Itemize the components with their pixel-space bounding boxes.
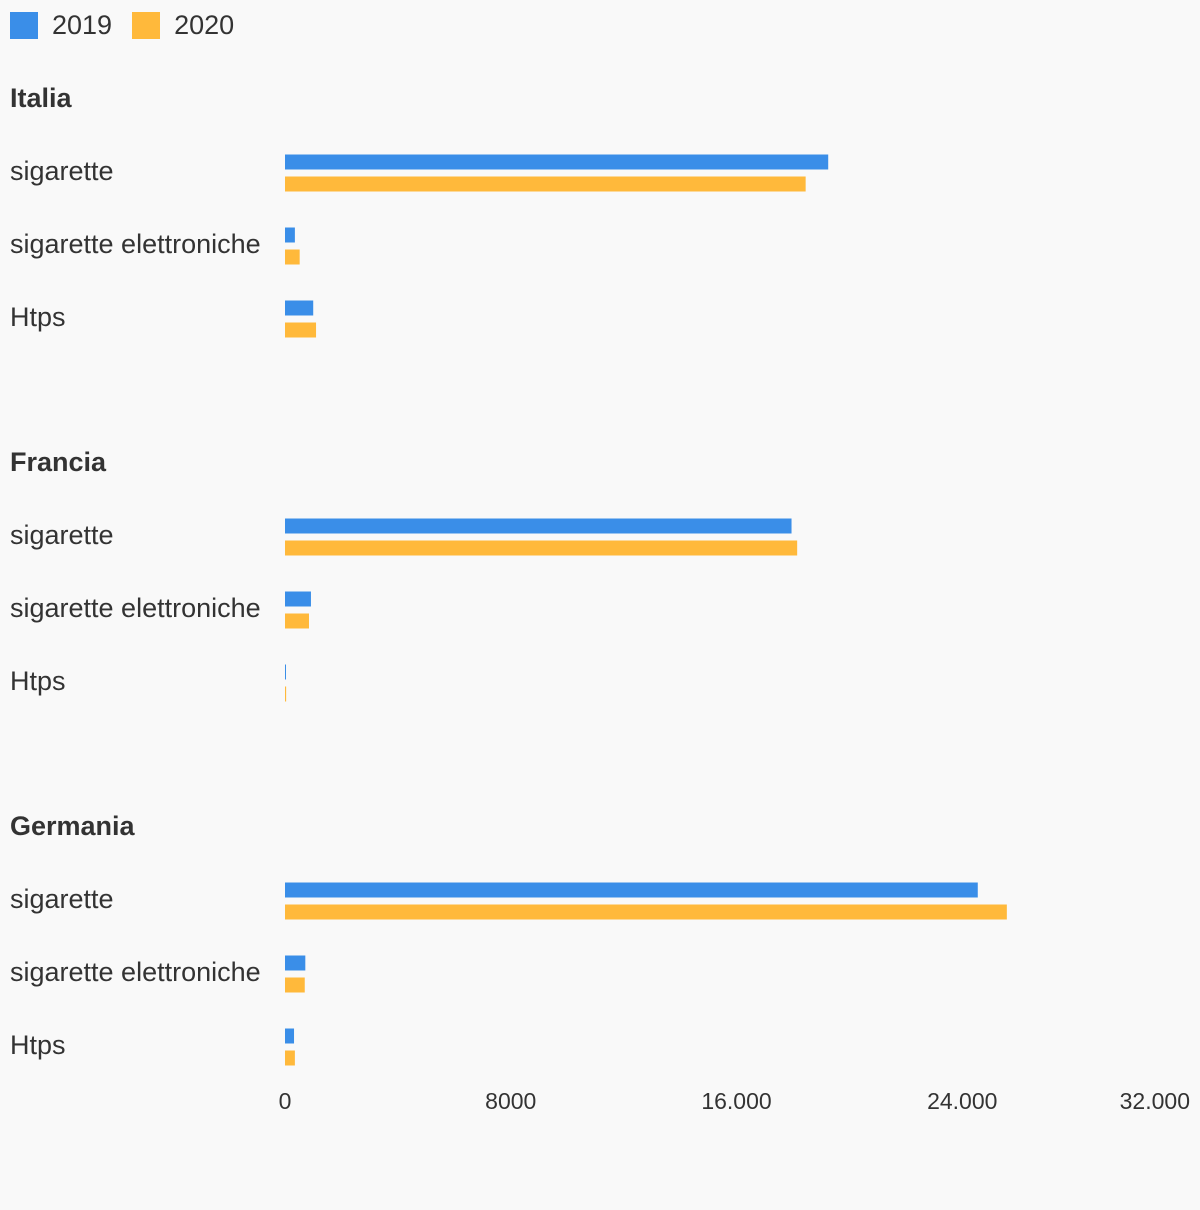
bar-francia-sigarette-2020[interactable] <box>285 540 798 556</box>
group-title-germania: Germania <box>10 811 136 841</box>
category-label-sigarette: sigarette <box>10 520 114 550</box>
x-tick-label-8000: 8000 <box>485 1088 536 1114</box>
bar-germania-sigarette-2020[interactable] <box>285 904 1007 920</box>
bar-francia-sigarette-elettroniche-2019[interactable] <box>285 591 311 607</box>
bar-francia-htps-2019[interactable] <box>285 664 286 680</box>
bar-germania-htps-2019[interactable] <box>285 1028 295 1044</box>
bar-germania-htps-2020[interactable] <box>285 1050 295 1066</box>
bar-italia-htps-2019[interactable] <box>285 300 314 316</box>
x-tick-label-16000: 16.000 <box>701 1088 771 1114</box>
legend-swatch-2019 <box>10 11 38 39</box>
legend: 2019 2020 <box>10 10 254 40</box>
x-tick-label-24000: 24.000 <box>927 1088 997 1114</box>
category-label-sigarette-elettroniche: sigarette elettroniche <box>10 957 261 987</box>
legend-item-2019[interactable]: 2019 <box>10 10 112 41</box>
x-tick-label-32000: 32.000 <box>1120 1088 1190 1114</box>
legend-item-2020[interactable]: 2020 <box>132 10 234 41</box>
category-label-sigarette-elettroniche: sigarette elettroniche <box>10 593 261 623</box>
bar-italia-htps-2020[interactable] <box>285 322 317 338</box>
bar-italia-sigarette-elettroniche-2020[interactable] <box>285 249 300 265</box>
x-tick-label-0: 0 <box>279 1088 292 1114</box>
legend-label-2020: 2020 <box>174 9 235 40</box>
bar-germania-sigarette-elettroniche-2019[interactable] <box>285 955 306 971</box>
bar-italia-sigarette-2019[interactable] <box>285 154 829 170</box>
legend-label-2019: 2019 <box>52 9 113 40</box>
category-label-htps: Htps <box>10 302 66 332</box>
category-label-sigarette: sigarette <box>10 156 114 186</box>
bar-francia-htps-2020[interactable] <box>285 686 287 702</box>
bar-francia-sigarette-elettroniche-2020[interactable] <box>285 613 309 629</box>
group-title-italia: Italia <box>10 83 73 113</box>
bar-francia-sigarette-2019[interactable] <box>285 518 792 534</box>
category-label-sigarette-elettroniche: sigarette elettroniche <box>10 229 261 259</box>
bar-germania-sigarette-elettroniche-2020[interactable] <box>285 977 305 993</box>
bar-italia-sigarette-elettroniche-2019[interactable] <box>285 227 295 243</box>
category-label-htps: Htps <box>10 666 66 696</box>
category-label-htps: Htps <box>10 1030 66 1060</box>
legend-swatch-2020 <box>132 11 161 39</box>
group-title-francia: Francia <box>10 447 107 477</box>
bar-germania-sigarette-2019[interactable] <box>285 882 978 898</box>
category-label-sigarette: sigarette <box>10 884 114 914</box>
bar-italia-sigarette-2020[interactable] <box>285 176 806 192</box>
